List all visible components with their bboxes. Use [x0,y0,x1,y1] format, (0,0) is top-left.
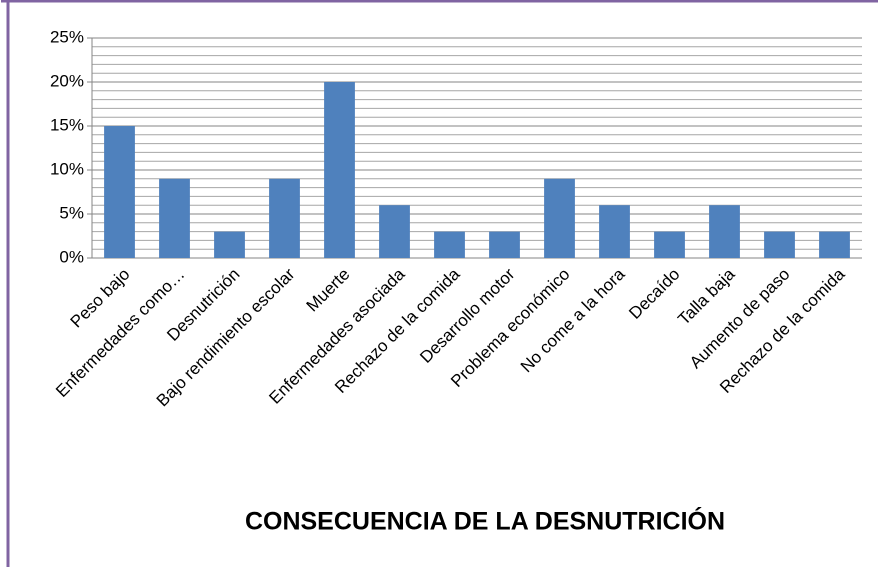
bar [434,231,465,258]
bar [544,178,575,258]
y-tick-label: 10% [50,159,84,178]
bar [489,231,520,258]
x-tick-label: No come a la hora [517,264,629,376]
bar [269,178,300,258]
y-tick-label: 25% [50,27,84,46]
bar [324,82,355,258]
bar [214,231,245,258]
x-tick-label: Desarrollo motor [416,264,519,367]
bar [379,205,410,258]
x-tick-label: Muerte [303,265,354,316]
y-tick-label: 20% [50,71,84,90]
y-tick-label: 15% [50,115,84,134]
chart-title: CONSECUENCIA DE LA DESNUTRICIÓN [245,506,725,536]
bar [159,178,190,258]
y-tick-label: 5% [59,203,84,222]
bar [709,205,740,258]
bar [819,231,850,258]
bar [104,126,135,258]
bar [764,231,795,258]
x-tick-label: Aumento de paso [686,265,794,373]
y-tick-label: 0% [59,247,84,266]
bar [599,205,630,258]
bar [654,231,685,258]
